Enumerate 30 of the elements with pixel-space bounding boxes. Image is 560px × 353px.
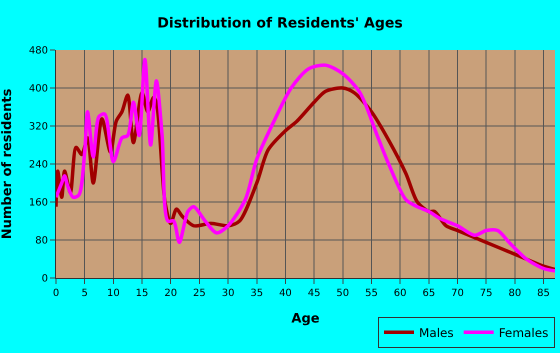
legend-label: Females <box>498 326 548 340</box>
x-tick-label: 20 <box>164 288 178 299</box>
y-tick-label: 240 <box>28 160 48 170</box>
x-tick-label: 10 <box>106 288 120 299</box>
x-tick-label: 0 <box>52 288 60 299</box>
x-tick-label: 40 <box>279 288 292 299</box>
x-tick-label: 85 <box>537 288 550 299</box>
y-tick-label: 160 <box>28 198 48 208</box>
x-tick-label: 5 <box>81 288 88 299</box>
x-tick-label: 25 <box>193 288 206 299</box>
y-axis-title: Number of residents <box>0 88 15 240</box>
y-tick-label: 480 <box>28 46 48 56</box>
x-tick-label: 75 <box>480 288 493 299</box>
x-tick-label: 65 <box>422 288 436 299</box>
legend-label: Males <box>419 326 454 340</box>
y-tick-label: 320 <box>28 122 48 132</box>
x-tick-label: 50 <box>336 288 350 299</box>
y-tick-label: 400 <box>28 84 48 94</box>
chart-title: Distribution of Residents' Ages <box>157 15 403 32</box>
x-tick-label: 15 <box>136 288 148 299</box>
y-tick-label: 80 <box>35 236 48 246</box>
x-tick-label: 30 <box>222 288 234 299</box>
x-axis-title: Age <box>291 312 320 327</box>
x-tick-label: 55 <box>365 288 378 299</box>
x-tick-label: 70 <box>451 288 464 299</box>
x-tick-label: 80 <box>508 288 522 299</box>
x-tick-label: 60 <box>394 288 407 299</box>
y-tick-label: 0 <box>42 274 48 284</box>
x-tick-label: 35 <box>250 288 264 299</box>
x-tick-label: 45 <box>308 288 320 299</box>
